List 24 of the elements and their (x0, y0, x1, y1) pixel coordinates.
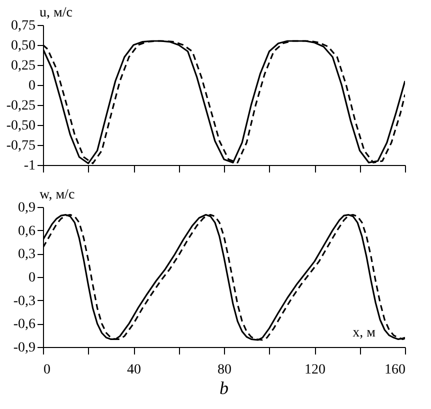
x-tick-label: 160 (384, 362, 406, 378)
x-tick-label: 40 (127, 362, 141, 378)
y-tick-label: 0,25 (11, 58, 36, 74)
y-tick-label: 0 (28, 270, 36, 286)
text: b (220, 378, 228, 398)
y-tick-label: 0,3 (18, 247, 36, 262)
y-tick-label: 0,6 (18, 224, 36, 239)
y-tick-label: 0 (28, 78, 36, 94)
y-tick-label: -1 (24, 158, 36, 174)
y-tick-label: -0,9 (13, 340, 36, 356)
y-tick-label: -0,25 (6, 98, 36, 114)
x-tick-label: 0 (44, 362, 50, 378)
x-tick-label: 80 (218, 362, 232, 378)
y-tick-label: -0,3 (13, 294, 36, 309)
y-axis-title: w, м/с (40, 188, 75, 202)
y-tick-label: -0,50 (6, 118, 36, 134)
y-axis-title: u, м/с (40, 6, 72, 20)
y-tick-label: 0,9 (18, 200, 36, 216)
y-tick-label: -0,75 (6, 138, 36, 154)
y-tick-label: -0,6 (13, 317, 36, 332)
x-tick-label: 120 (304, 362, 326, 378)
y-tick-label: 0,50 (11, 38, 36, 54)
x-axis-title: x, м (352, 326, 376, 340)
y-tick-label: 0,75 (11, 18, 36, 34)
